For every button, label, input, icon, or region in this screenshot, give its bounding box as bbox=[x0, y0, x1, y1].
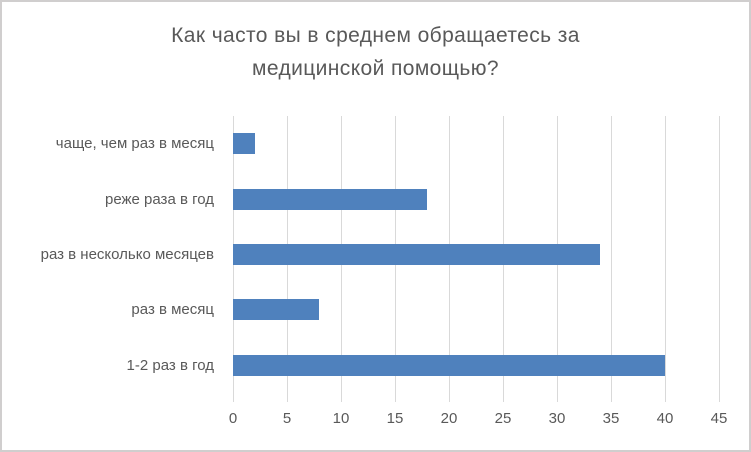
category-label: 1-2 раз в год bbox=[126, 356, 214, 374]
bar-row: раз в несколько месяцев bbox=[2, 227, 719, 282]
bar-rows: чаще, чем раз в месяц реже раза в год раз … bbox=[2, 116, 719, 393]
x-axis-tick-label: 45 bbox=[710, 410, 728, 427]
x-axis-tick-label: 25 bbox=[494, 410, 512, 427]
x-axis-tick-label: 0 bbox=[228, 410, 238, 427]
bar-track bbox=[233, 133, 719, 155]
chart-title: Как часто вы в среднем обращаетесь за ме… bbox=[2, 19, 749, 85]
category-label: раз в несколько месяцев bbox=[40, 246, 214, 264]
axis-tick bbox=[556, 393, 558, 402]
bar bbox=[233, 354, 665, 376]
bar bbox=[233, 244, 601, 266]
axis-tick bbox=[233, 393, 234, 402]
axis-tick bbox=[503, 393, 504, 402]
gridline bbox=[719, 116, 720, 393]
axis-tick bbox=[394, 393, 396, 402]
bar-row: реже раза в год bbox=[2, 171, 719, 226]
bar-track bbox=[233, 354, 719, 376]
x-axis: 0 5 10 15 20 25 30 35 40 45 bbox=[229, 410, 728, 434]
x-axis-tick-label: 40 bbox=[656, 410, 674, 427]
axis-tick bbox=[287, 393, 288, 402]
bar bbox=[233, 188, 428, 210]
x-axis-tick-label: 30 bbox=[548, 410, 566, 427]
bar-track bbox=[233, 244, 719, 266]
gridline bbox=[665, 116, 666, 393]
x-axis-tick-label: 10 bbox=[332, 410, 350, 427]
category-label: раз в месяц bbox=[131, 301, 214, 319]
axis-tick bbox=[341, 393, 342, 402]
axis-tick bbox=[665, 393, 666, 402]
category-label: чаще, чем раз в месяц bbox=[55, 135, 214, 153]
axis-tick bbox=[719, 393, 720, 402]
bar-track bbox=[233, 188, 719, 210]
bar bbox=[233, 299, 320, 321]
bar-row: раз в месяц bbox=[2, 282, 719, 337]
bar-row: чаще, чем раз в месяц bbox=[2, 116, 719, 171]
bar bbox=[233, 133, 255, 155]
x-axis-tick-label: 20 bbox=[440, 410, 458, 427]
axis-tick bbox=[611, 393, 612, 402]
bar-track bbox=[233, 299, 719, 321]
x-axis-tick-label: 5 bbox=[282, 410, 292, 427]
bar-row: 1-2 раз в год bbox=[2, 338, 719, 393]
chart-title-line2: медицинской помощью? bbox=[252, 57, 499, 80]
axis-tick bbox=[449, 393, 450, 402]
chart-title-line1: Как часто вы в среднем обращаетесь за bbox=[171, 24, 580, 47]
x-axis-tick-label: 15 bbox=[386, 410, 404, 427]
x-axis-tick-label: 35 bbox=[602, 410, 620, 427]
category-label: реже раза в год bbox=[104, 190, 214, 208]
gridline bbox=[611, 116, 612, 393]
